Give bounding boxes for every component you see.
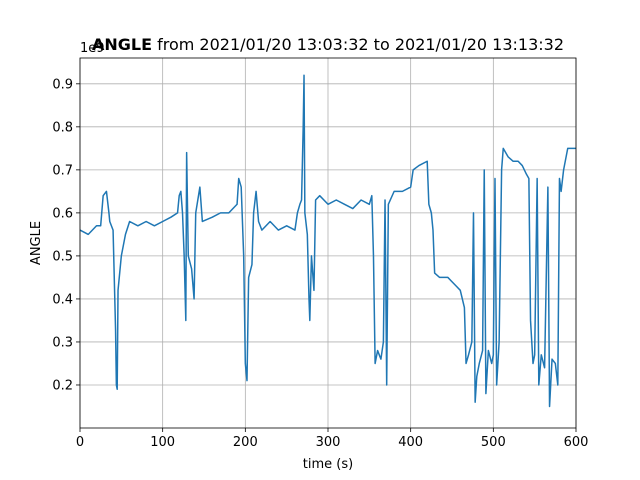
x-axis-label: time (s)	[303, 457, 353, 472]
plot-frame	[79, 57, 577, 429]
y-tick-label: 0.8	[52, 120, 73, 135]
x-tick-label: 0	[76, 435, 84, 450]
y-tick-label: 0.3	[52, 335, 73, 350]
title-text: from 2021/01/20 13:03:32 to 2021/01/20 1…	[157, 35, 564, 54]
y-tick-label: 0.2	[52, 378, 73, 393]
offset-text: 1e9	[80, 41, 105, 56]
x-tick-label: 200	[233, 435, 258, 450]
title-name: ANGLE	[92, 35, 152, 54]
y-tick-label: 0.4	[52, 292, 73, 307]
y-axis-label: ANGLE	[29, 221, 44, 265]
x-tick-label: 600	[564, 435, 589, 450]
data-line	[79, 74, 576, 408]
y-tick-label: 0.7	[52, 163, 73, 178]
y-tick-label: 0.9	[52, 77, 73, 92]
chart-title: ANGLE from 2021/01/20 13:03:32 to 2021/0…	[92, 35, 564, 54]
x-tick-label: 500	[481, 435, 506, 450]
y-tick-label: 0.5	[52, 249, 73, 264]
y-tick-label: 0.6	[52, 206, 73, 221]
x-tick-label: 100	[150, 435, 175, 450]
x-tick-label: 300	[316, 435, 341, 450]
x-tick-label: 400	[398, 435, 423, 450]
